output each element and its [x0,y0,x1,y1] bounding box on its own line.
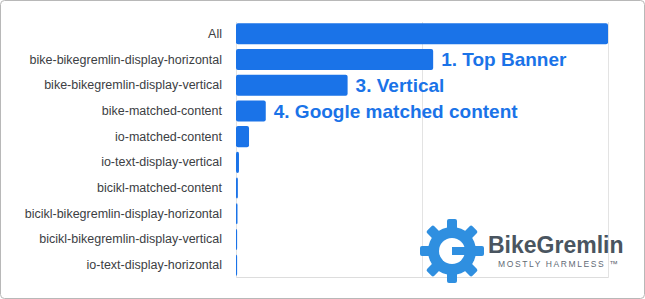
bar [236,178,238,199]
logo-gear-body [428,227,476,275]
bar [236,229,237,250]
category-label: io-text-display-horizontal [87,258,222,272]
annotation: 1. Top Banner [441,49,567,70]
logo: BikeGremlinMOSTLY HARMLESS ™ [420,219,624,283]
bar [236,49,433,70]
y-tick: io-text-display-horizontal [87,258,222,272]
category-label: bike-bikegremlin-display-horizontal [30,53,222,67]
y-tick: io-matched-content [115,130,223,144]
category-label: bike-bikegremlin-display-vertical [44,78,222,92]
category-label: io-text-display-vertical [101,155,222,169]
bar [236,203,237,224]
y-tick: bicikl-bikegremlin-display-horizontal [25,207,222,221]
bar [236,255,237,276]
annotation: 3. Vertical [356,75,445,96]
chart: All bike-bikegremlin-display-horizontal bi… [0,0,645,299]
logo-text: BikeGremlin [488,232,624,258]
y-tick: bike-matched-content [102,104,223,118]
category-label: bicikl-bikegremlin-display-vertical [39,232,222,246]
category-label: bicikl-bikegremlin-display-horizontal [25,207,222,221]
y-tick: io-text-display-vertical [101,155,222,169]
category-label: bicikl-matched-content [97,181,223,195]
y-axis: All bike-bikegremlin-display-horizontal bi… [25,27,223,272]
category-label: All [208,27,222,41]
bar [236,152,239,173]
annotations: 1. Top Banner 3. Vertical 4. Google matche… [274,49,567,121]
bar [236,23,608,44]
logo-gear-bar [452,247,472,255]
y-tick: bike-bikegremlin-display-vertical [44,78,222,92]
y-tick: bicikl-matched-content [97,181,223,195]
logo-gear [420,219,484,283]
bar [236,75,348,96]
frame [1,1,645,299]
annotation: 4. Google matched content [274,101,519,122]
y-tick: bicikl-bikegremlin-display-vertical [39,232,222,246]
category-label: bike-matched-content [102,104,223,118]
y-tick: bike-bikegremlin-display-horizontal [30,53,222,67]
category-label: io-matched-content [115,130,223,144]
logo-subtitle: MOSTLY HARMLESS ™ [498,259,619,269]
y-tick: All [208,27,222,41]
bar [236,126,249,147]
bar [236,100,266,121]
